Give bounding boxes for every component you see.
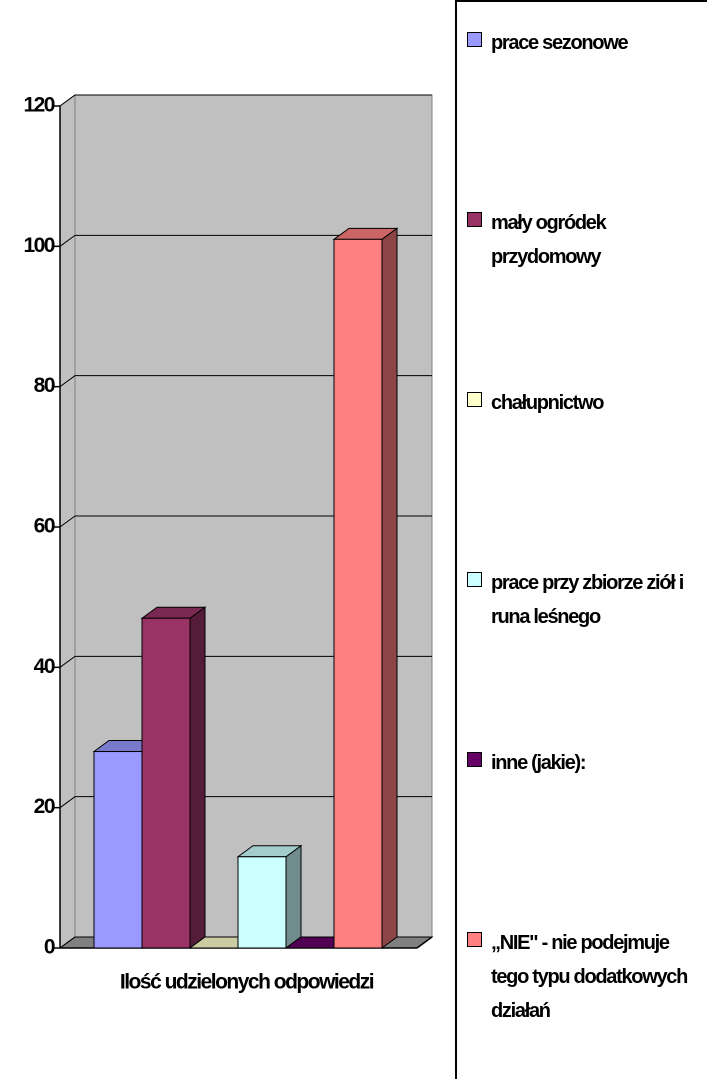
legend-item: mały ogródek przydomowy bbox=[467, 206, 703, 274]
bar-side bbox=[189, 606, 206, 949]
chart: 0 20 40 60 80 100 120 Ilość udzielonych odpowie… bbox=[23, 94, 434, 994]
x-tick-label: Ilość udzielonych odpowiedzi bbox=[120, 971, 374, 994]
y-tick-label: 120 bbox=[23, 94, 54, 117]
grid-line bbox=[59, 796, 432, 809]
legend-label: chałupnictwo bbox=[491, 392, 604, 414]
bar bbox=[333, 238, 383, 949]
bar bbox=[237, 856, 287, 949]
legend-label: prace przy zbiorze ziół i runa leśnego bbox=[491, 572, 684, 628]
bar-side bbox=[285, 844, 302, 949]
legend-item: prace przy zbiorze ziół i runa leśnego bbox=[467, 566, 703, 634]
x-axis-end bbox=[416, 936, 433, 949]
legend-label: inne (jakie): bbox=[491, 752, 587, 774]
grid-line bbox=[59, 375, 432, 388]
legend-label: prace sezonowe bbox=[491, 32, 629, 54]
legend-swatch bbox=[467, 32, 482, 47]
legend-label: mały ogródek przydomowy bbox=[491, 212, 607, 268]
grid-line bbox=[59, 515, 432, 528]
legend-swatch bbox=[467, 572, 482, 587]
legend-swatch bbox=[467, 392, 482, 407]
y-tick-label: 100 bbox=[23, 234, 54, 257]
bar bbox=[141, 617, 191, 949]
bar bbox=[93, 751, 143, 949]
legend-item: prace sezonowe bbox=[467, 26, 703, 60]
grid-line bbox=[59, 94, 432, 107]
legend-item: „NIE" - nie podejmuje tego typu dodatkow… bbox=[467, 926, 703, 1028]
grid-line bbox=[59, 234, 432, 247]
legend-item: chałupnictwo bbox=[467, 386, 703, 420]
legend: prace sezonowe mały ogródek przydomowy cha… bbox=[455, 0, 707, 1079]
grid-line bbox=[59, 655, 432, 668]
legend-swatch bbox=[467, 752, 482, 767]
legend-swatch bbox=[467, 932, 482, 947]
y-tick-label: 80 bbox=[34, 374, 55, 397]
y-tick-label: 40 bbox=[34, 655, 55, 678]
bar-side bbox=[381, 227, 398, 949]
legend-item: inne (jakie): bbox=[467, 746, 703, 780]
y-tick-label: 60 bbox=[34, 515, 55, 538]
y-tick-label: 0 bbox=[44, 936, 55, 959]
legend-swatch bbox=[467, 212, 482, 227]
y-tick-label: 20 bbox=[34, 795, 55, 818]
legend-label: „NIE" - nie podejmuje tego typu dodatkow… bbox=[491, 932, 688, 1022]
